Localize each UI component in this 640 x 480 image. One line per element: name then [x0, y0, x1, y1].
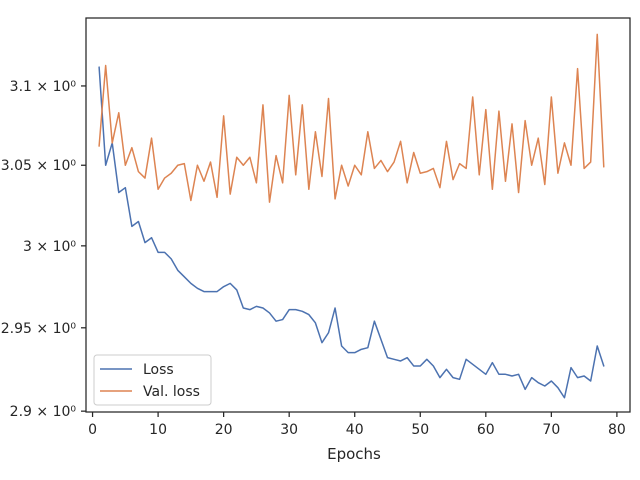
- y-tick-label: 3 × 10⁰: [23, 239, 76, 255]
- legend-box: [93, 354, 212, 406]
- plot-area-frame: [85, 17, 631, 413]
- y-tick-label: 3.1 × 10⁰: [10, 79, 77, 95]
- y-tick-label: 2.9 × 10⁰: [10, 404, 77, 420]
- legend: Loss Val. loss: [93, 354, 212, 406]
- y-tick-label: 3.05 × 10⁰: [1, 158, 77, 174]
- y-tick-label: 2.95 × 10⁰: [1, 321, 77, 337]
- series-line-loss: [98, 66, 605, 399]
- legend-label-loss: Loss: [143, 362, 174, 378]
- legend-label-val-loss: Val. loss: [143, 384, 200, 400]
- x-tick-label: 60: [477, 422, 495, 438]
- series-line-val-loss: [98, 33, 605, 203]
- y-axis-ticks: 2.9 × 10⁰ 2.95 × 10⁰ 3 × 10⁰ 3.05 × 10⁰ 3.1 …: [1, 79, 86, 420]
- x-tick-label: 70: [542, 422, 560, 438]
- series-lines: [98, 33, 605, 399]
- x-tick-label: 40: [346, 422, 364, 438]
- x-tick-label: 30: [280, 422, 298, 438]
- x-tick-label: 50: [411, 422, 429, 438]
- x-axis-title: Epochs: [327, 445, 381, 463]
- x-tick-label: 80: [608, 422, 626, 438]
- x-tick-label: 20: [215, 422, 233, 438]
- x-tick-label: 0: [88, 422, 97, 438]
- x-axis-ticks: 0 10 20 30 40 50 60 70 80: [88, 412, 626, 438]
- x-tick-label: 10: [149, 422, 167, 438]
